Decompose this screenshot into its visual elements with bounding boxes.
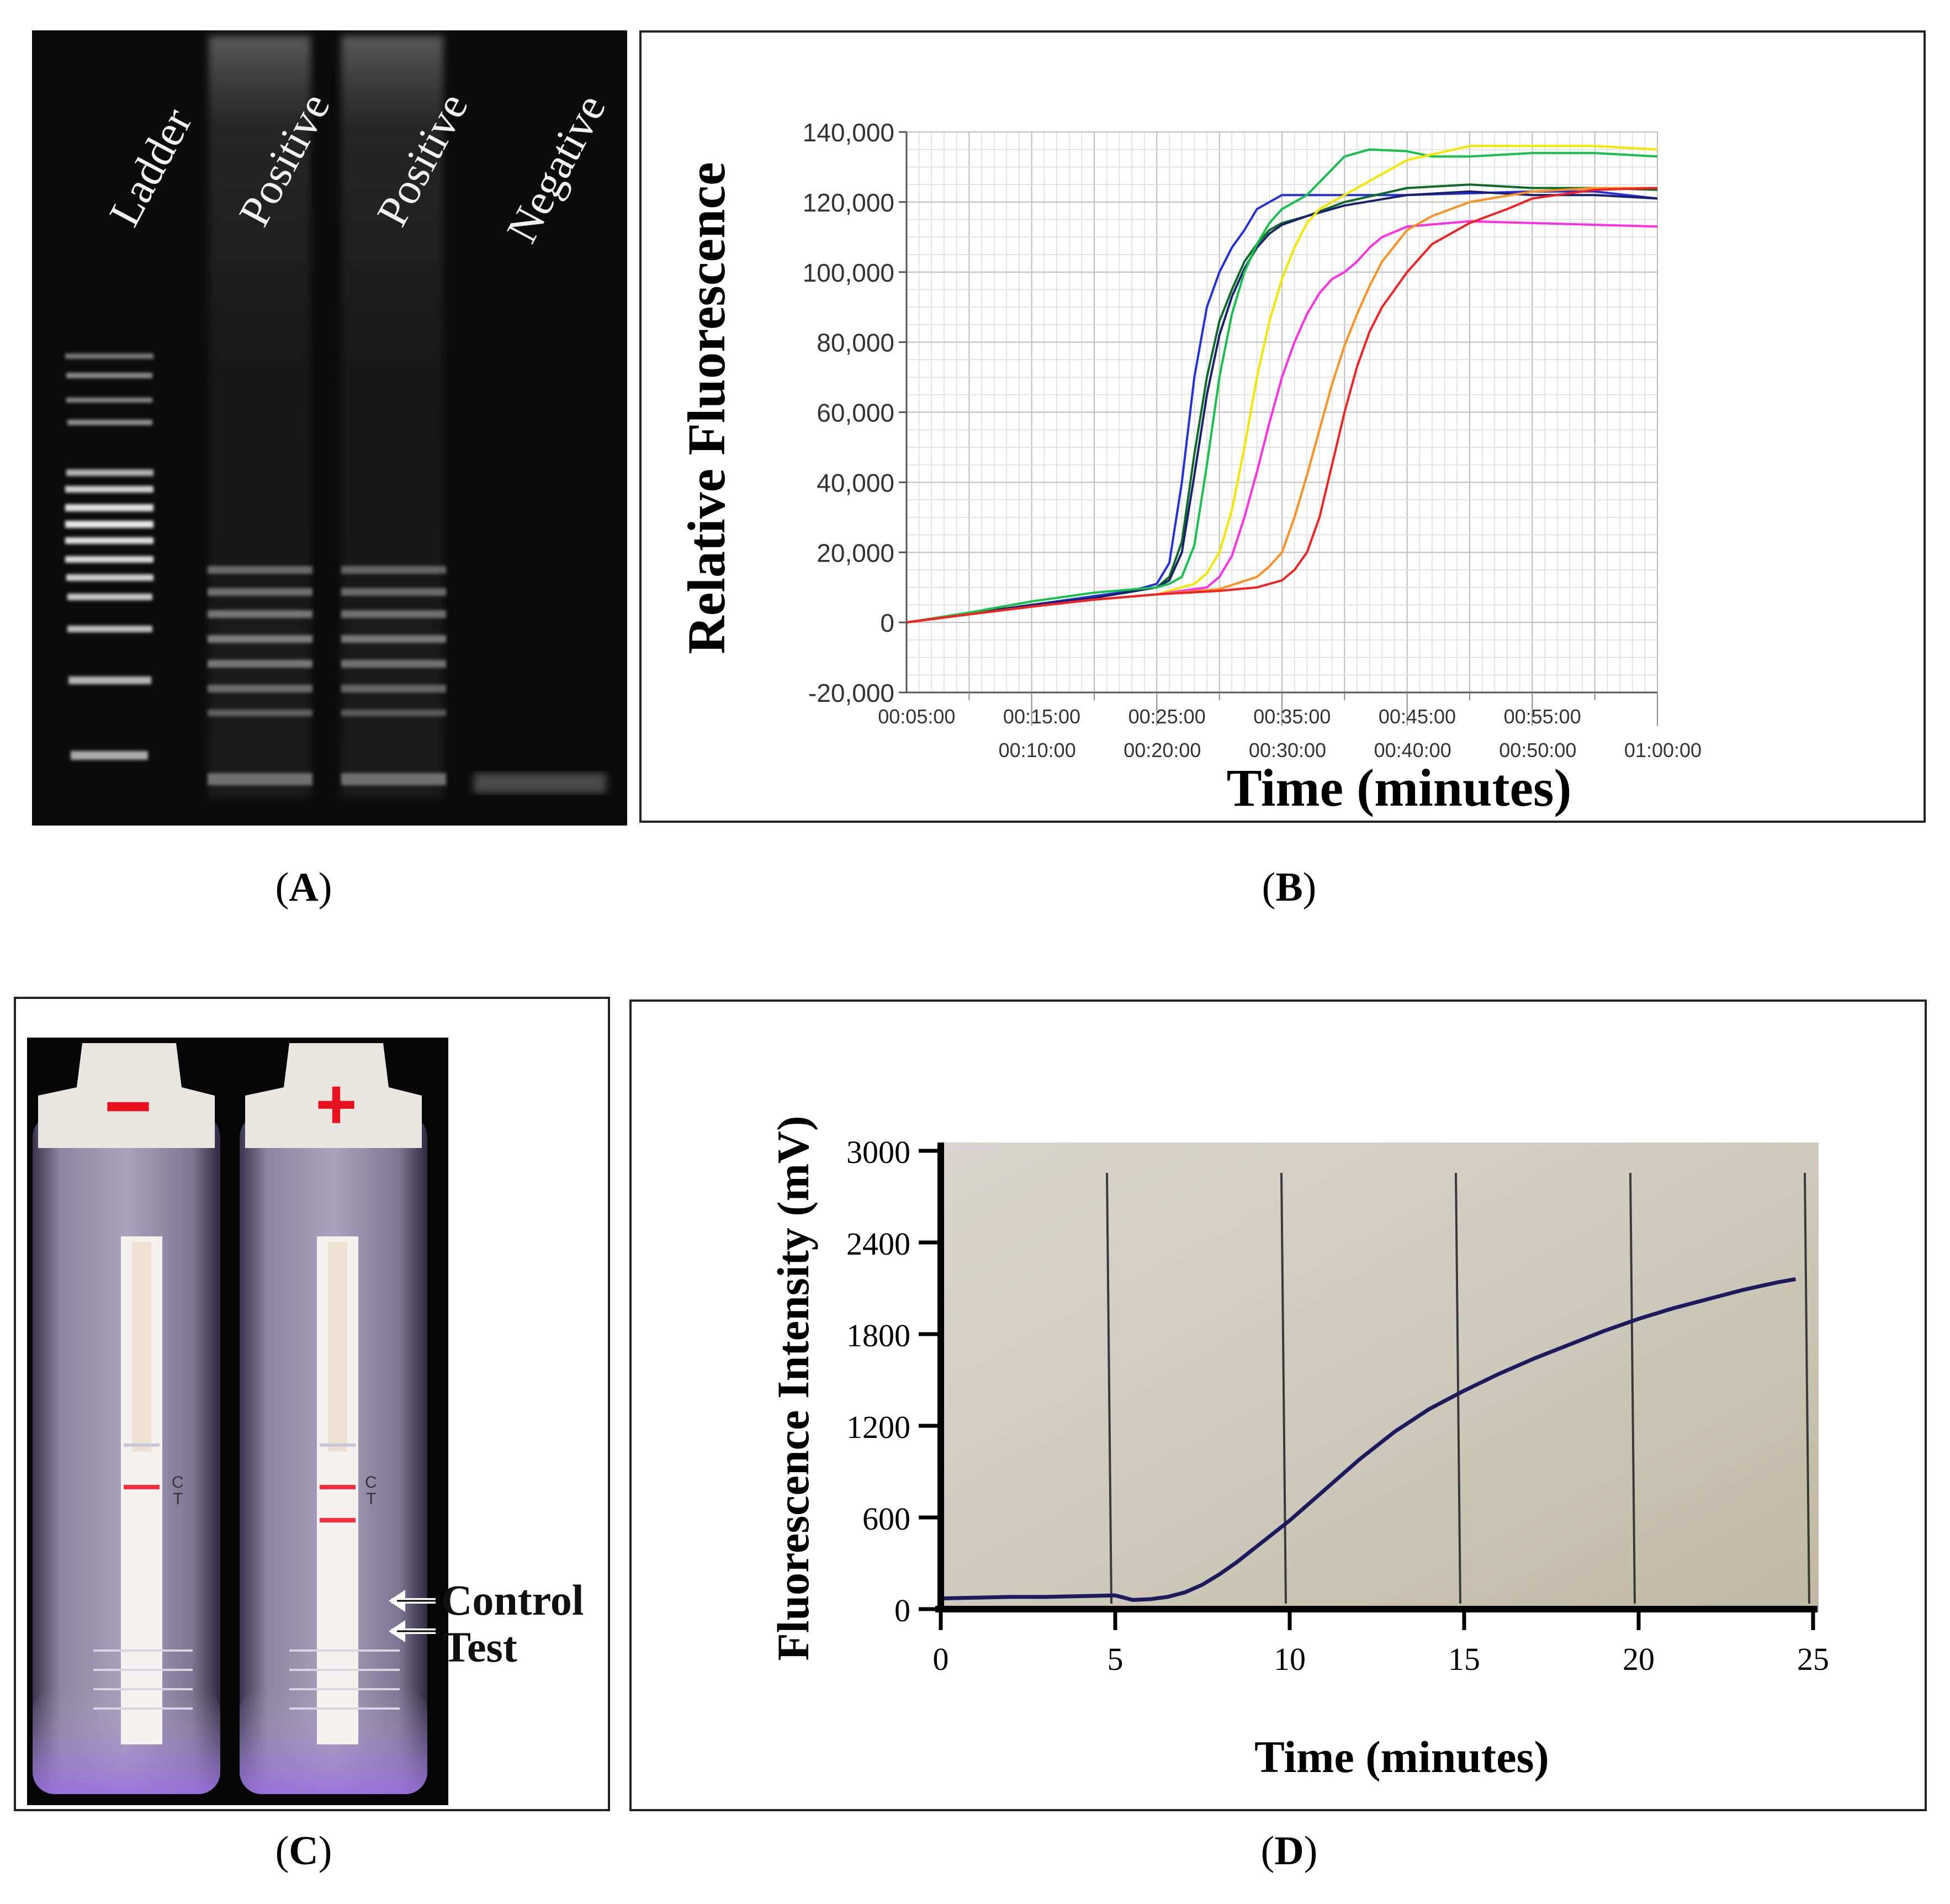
- chart-d-y-ticks: 0 600 1200 1800 2400 3000: [846, 1134, 941, 1628]
- caption-a: (A): [275, 865, 332, 910]
- chart-b-y-tick-label: 40,000: [817, 468, 894, 497]
- positive-lane-2: [341, 36, 446, 798]
- chart-d-x-tick-label: 15: [1448, 1641, 1480, 1677]
- chart-b-x-tick-label: 00:45:00: [1379, 705, 1456, 728]
- chart-d-vertical-line: [1455, 1172, 1461, 1604]
- fluorescence-time-chart: -20,000 0 20,000 40,000 60,000 80,000 100,000 1…: [677, 118, 1702, 817]
- chart-b-series: [906, 145, 1658, 624]
- test-arrow-icon: [389, 1620, 436, 1642]
- chart-d-plot-background: [941, 1143, 1819, 1612]
- gel-image: Ladder Positive Positive Negative: [32, 30, 627, 826]
- chart-d-y-tick-label: 1200: [846, 1409, 910, 1445]
- positive-mark-t: T: [366, 1490, 376, 1508]
- chart-b-xlabel: Time (minutes): [1227, 758, 1572, 817]
- chart-b-y-tick-label: 20,000: [817, 538, 894, 567]
- control-arrow-icon: [389, 1590, 436, 1612]
- negative-lane: [474, 773, 606, 793]
- negative-control-line: [124, 1485, 160, 1489]
- chart-d-x-tick-label: 5: [1108, 1641, 1124, 1677]
- chart-d-x-tick-label: 25: [1797, 1641, 1829, 1677]
- chart-d-y-tick-label: 0: [894, 1593, 910, 1628]
- chart-d-y-tick-label: 1800: [846, 1318, 910, 1353]
- chart-d-x-tick-label: 10: [1274, 1641, 1306, 1677]
- chart-b-x-tick-label: 00:25:00: [1128, 705, 1206, 728]
- chart-b-y-tick-label: 120,000: [803, 188, 894, 217]
- chart-d-vertical-line: [1629, 1172, 1636, 1604]
- lateral-flow-photo: − C T + C T: [27, 1038, 584, 1805]
- negative-symbol: −: [104, 1059, 152, 1152]
- chart-b-y-tick-label: 140,000: [803, 118, 894, 147]
- cartridge-negative: − C T: [33, 1043, 220, 1794]
- chart-d-series: [940, 1277, 1797, 1602]
- chart-b-y-tick-label: 80,000: [817, 329, 894, 357]
- chart-b-y-ticks: -20,000 0 20,000 40,000 60,000 80,000 100,000 1…: [803, 118, 907, 707]
- chart-d-vertical-line: [1106, 1172, 1112, 1604]
- chart-b-x-tick-label: 00:50:00: [1499, 739, 1576, 761]
- panel-c-strips: − C T + C T: [14, 997, 610, 1811]
- chart-b-series-green: [906, 148, 1658, 624]
- positive-mark-c: C: [365, 1473, 377, 1492]
- chart-d-y-tick-label: 3000: [846, 1134, 910, 1170]
- panel-b-chart: -20,000 0 20,000 40,000 60,000 80,000 100,000 1…: [639, 30, 1926, 823]
- control-label: Control: [441, 1576, 584, 1624]
- negative-mark-c: C: [172, 1473, 184, 1492]
- chart-b-x-tick-label: 01:00:00: [1624, 739, 1702, 761]
- chart-b-ylabel: Relative Fluorescence: [677, 162, 736, 654]
- chart-b-series-red: [906, 187, 1658, 624]
- chart-b-x-tick-label: 00:15:00: [1003, 705, 1080, 728]
- chart-d-vertical-line: [1804, 1172, 1810, 1604]
- chart-d-axes: [935, 1143, 1817, 1612]
- chart-b-x-tick-label: 00:35:00: [1253, 705, 1331, 728]
- chart-b-y-tick-label: 60,000: [817, 399, 894, 427]
- chart-b-series-blue: [906, 190, 1658, 624]
- chart-b-x-tick-label: 00:30:00: [1249, 739, 1326, 761]
- chart-b-x-tick-label: 00:20:00: [1124, 739, 1201, 761]
- chart-d-series-sample: [940, 1277, 1797, 1602]
- chart-b-series-navy: [906, 190, 1658, 624]
- chart-d-vertical-lines: [1106, 1172, 1810, 1604]
- chart-b-y-tick-label: 100,000: [803, 258, 894, 287]
- chart-b-x-ticks: 00:05:00 00:10:00 00:15:00 00:20:00 00:25:00…: [878, 692, 1702, 761]
- negative-mark-t: T: [173, 1490, 183, 1508]
- caption-d: (D): [1260, 1828, 1318, 1874]
- chart-d-x-ticks: 0 5 10 15 20 25: [933, 1609, 1829, 1677]
- chart-b-x-tick-label: 00:55:00: [1504, 705, 1581, 728]
- chart-d-vertical-line: [1280, 1172, 1287, 1604]
- chart-d-ylabel: Fluorescence Intensity (mV): [768, 1116, 818, 1661]
- positive-test-line: [320, 1518, 356, 1522]
- chart-b-y-tick-label: -20,000: [808, 679, 894, 707]
- panel-a-gel: Ladder Positive Positive Negative: [32, 30, 627, 826]
- panel-d-chart: 0 600 1200 1800 2400 3000 0 5 10 15 20 25 Fluoresc…: [629, 999, 1927, 1811]
- caption-b: (B): [1262, 865, 1317, 910]
- ladder-lane: [65, 353, 153, 760]
- chart-b-x-tick-label: 00:10:00: [999, 739, 1076, 761]
- chart-b-y-tick-label: 0: [880, 609, 894, 637]
- caption-c: (C): [275, 1828, 332, 1874]
- cartridge-positive: + C T: [240, 1043, 427, 1794]
- positive-symbol: +: [315, 1064, 357, 1144]
- positive-lane-1: [208, 36, 312, 798]
- chart-b-x-tick-label: 00:05:00: [878, 705, 955, 728]
- chart-d-y-tick-label: 2400: [846, 1226, 910, 1262]
- chart-d-y-tick-label: 600: [862, 1501, 910, 1537]
- chart-b-x-tick-label: 00:40:00: [1374, 739, 1451, 761]
- test-label: Test: [442, 1623, 517, 1671]
- chart-d-x-tick-label: 20: [1623, 1641, 1655, 1677]
- chart-d-x-tick-label: 0: [933, 1641, 949, 1677]
- intensity-time-chart: 0 600 1200 1800 2400 3000 0 5 10 15 20 25 Fluoresc…: [768, 1116, 1829, 1782]
- positive-control-line: [320, 1485, 356, 1489]
- chart-d-xlabel: Time (minutes): [1254, 1732, 1549, 1782]
